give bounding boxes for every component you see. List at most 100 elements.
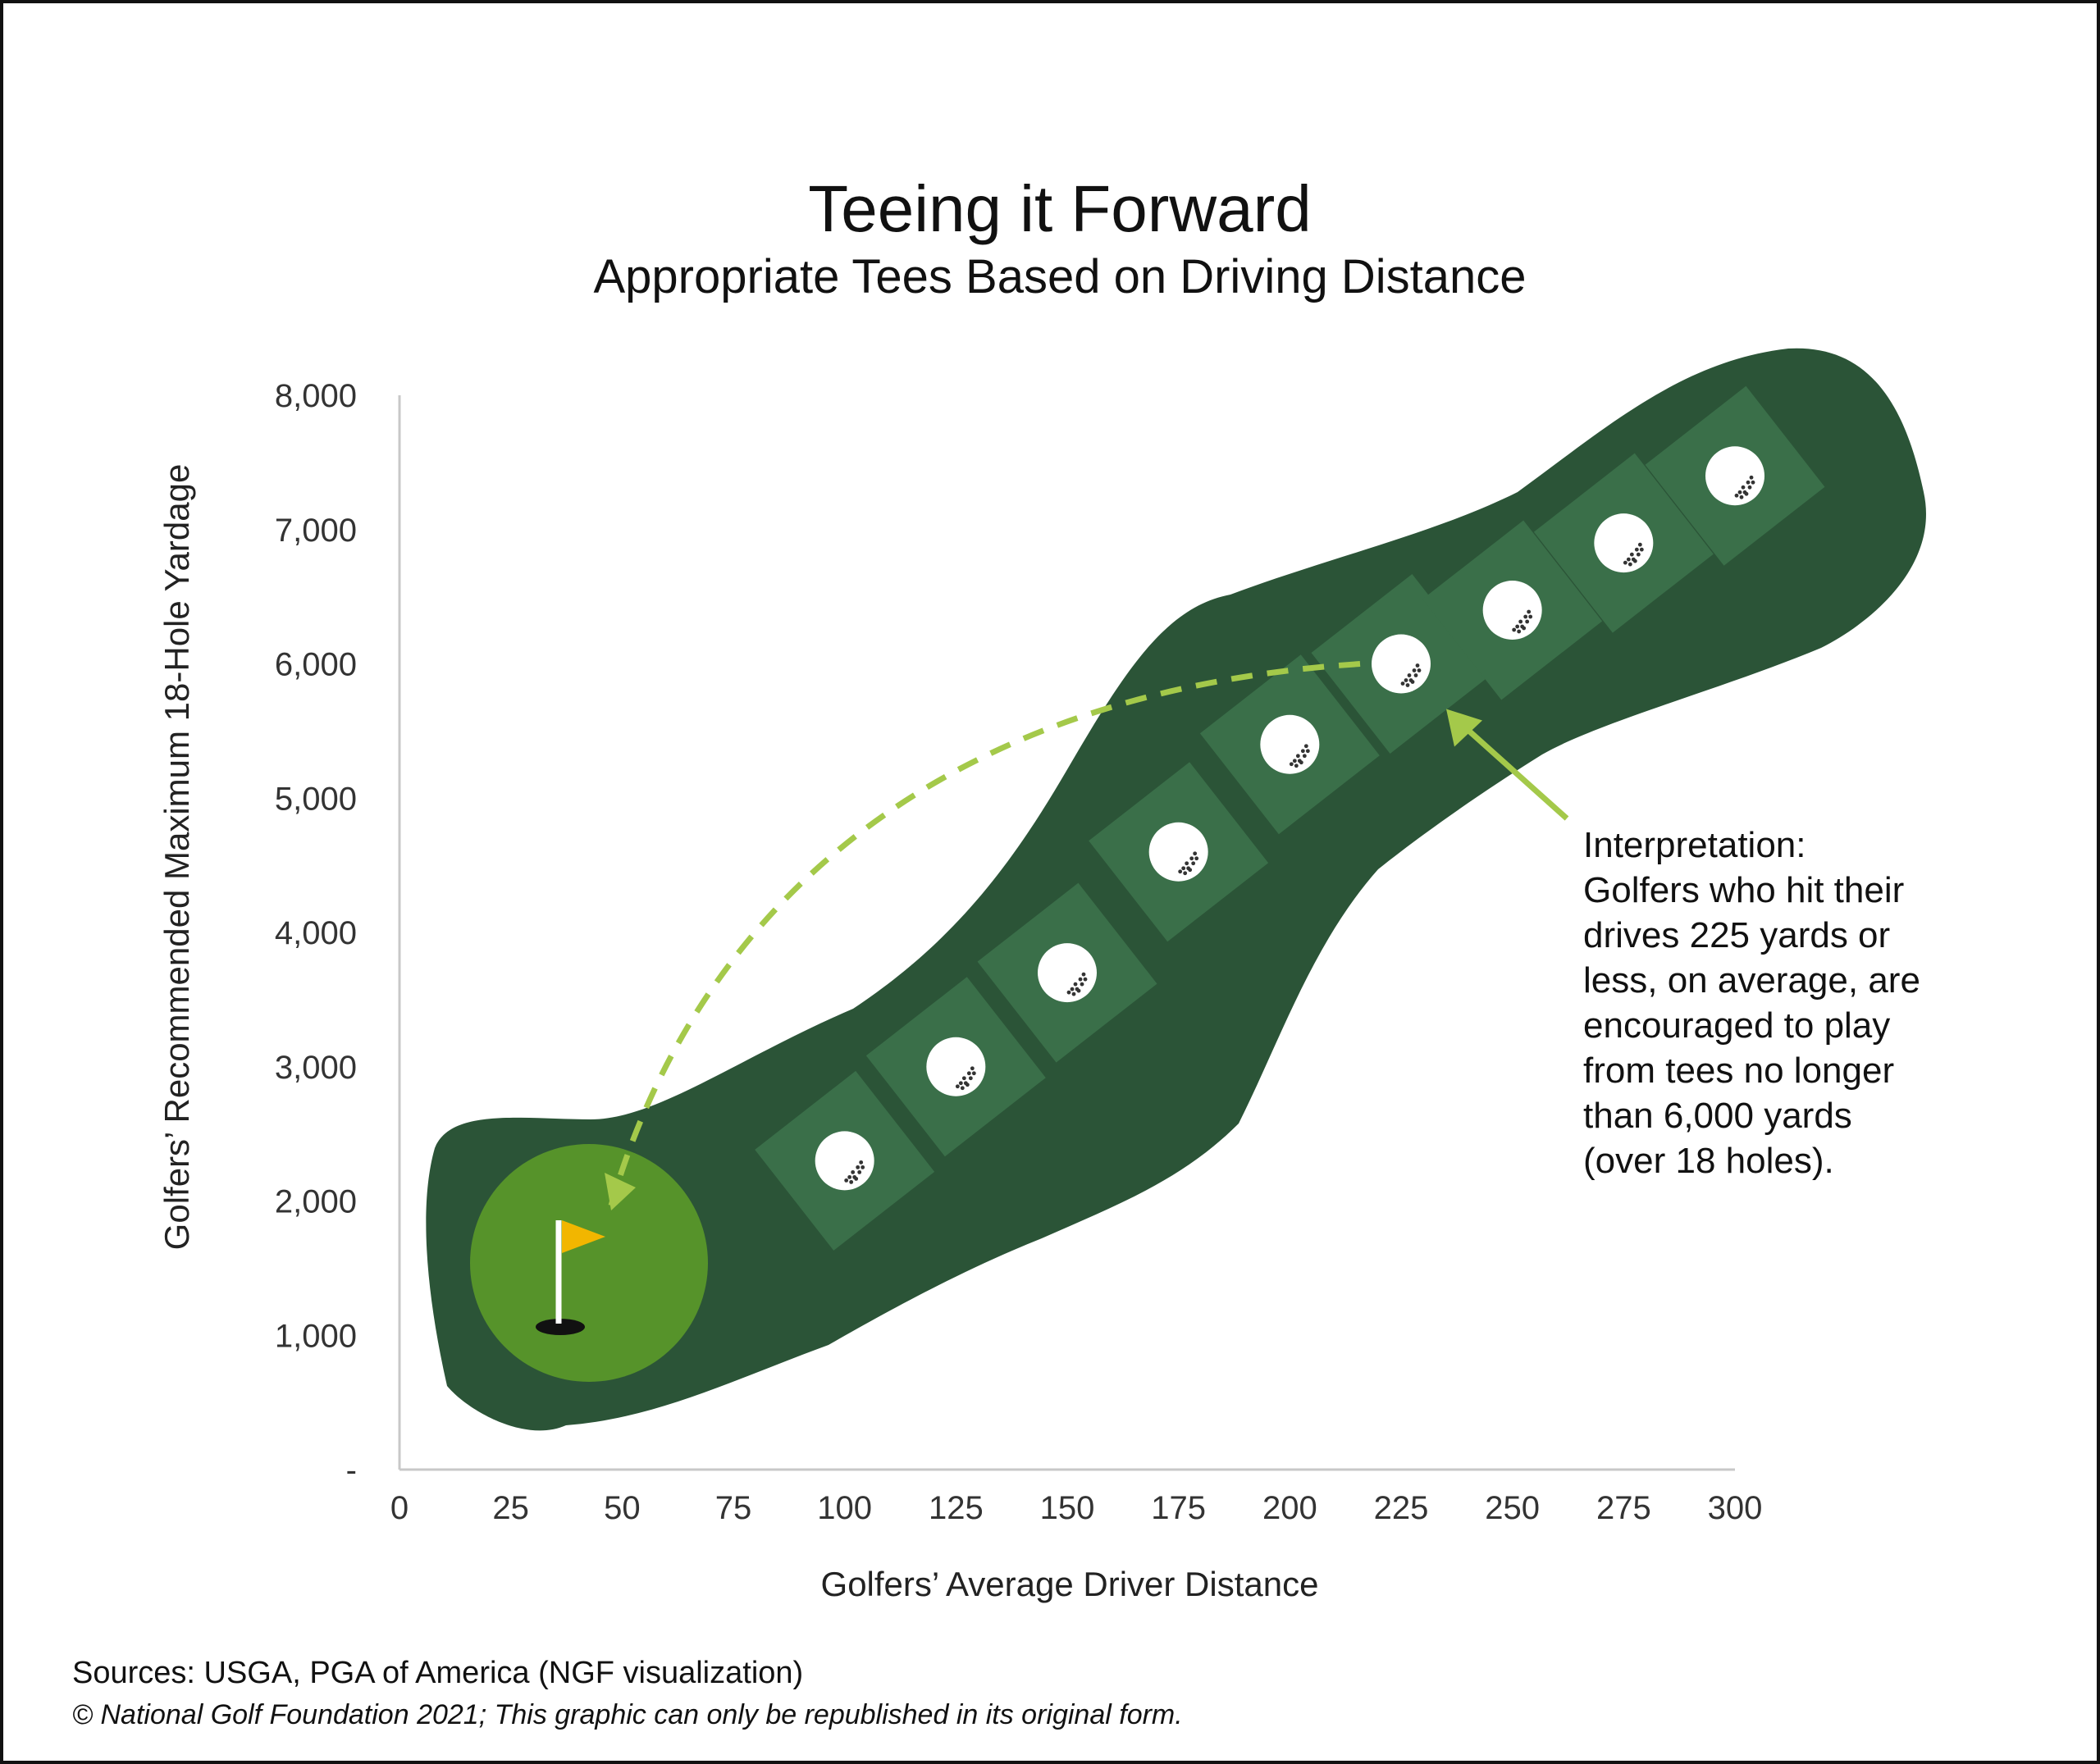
ball-dimple	[1629, 552, 1634, 557]
annotation-text: Interpretation: Golfers who hit their driv…	[1583, 825, 1920, 1181]
annotation-line: less, on average, are	[1583, 960, 1920, 1001]
ball-dimple	[1071, 991, 1076, 996]
ball-dimple	[1628, 562, 1632, 567]
ball-dimple	[961, 1076, 966, 1081]
golf-ball-icon	[815, 1131, 874, 1191]
ball-dimple	[1303, 744, 1308, 749]
ball-dimple	[1193, 851, 1198, 856]
ball-dimple	[1078, 977, 1083, 982]
ball-dimple	[1400, 681, 1405, 686]
chart-subtitle: Appropriate Tees Based on Driving Distan…	[593, 250, 1526, 303]
golf-ball-point	[1148, 822, 1208, 882]
footer-copyright: © National Golf Foundation 2021; This gr…	[72, 1699, 1183, 1730]
ball-dimple	[1512, 627, 1517, 632]
ball-dimple	[1412, 668, 1417, 672]
y-tick-label: 6,000	[275, 647, 357, 683]
ball-dimple	[861, 1165, 865, 1169]
ball-dimple	[1639, 547, 1644, 552]
y-tick-label: 7,000	[275, 513, 357, 549]
x-tick-label: 0	[390, 1490, 409, 1526]
hole-cup	[536, 1319, 585, 1335]
golf-ball-icon	[1594, 513, 1654, 573]
ball-dimple	[1515, 624, 1520, 629]
ball-dimple	[1518, 619, 1523, 624]
flag-icon	[562, 1220, 605, 1253]
annotation-line: Golfers who hit their	[1583, 870, 1904, 910]
ball-dimple	[1073, 982, 1078, 987]
x-tick-label: 25	[492, 1490, 529, 1526]
ball-dimple	[1744, 491, 1749, 496]
dashed-arc-arrowhead	[605, 1173, 636, 1210]
dashed-arc	[608, 661, 1361, 1206]
golf-ball-icon	[1148, 822, 1208, 882]
ball-dimple	[1183, 871, 1188, 876]
ball-dimple	[847, 1174, 852, 1179]
footer-sources: Sources: USGA, PGA of America (NGF visua…	[72, 1656, 803, 1690]
ball-dimple	[859, 1160, 864, 1165]
ball-dimple	[1070, 987, 1075, 991]
ball-dimple	[1289, 762, 1294, 767]
ball-dimple	[851, 1169, 856, 1174]
ball-dimple	[854, 1176, 859, 1181]
ball-dimple	[958, 1081, 963, 1086]
chart-title: Teeing it Forward	[808, 172, 1312, 245]
annotation-arrow-line	[1459, 721, 1569, 821]
annotation-line: from tees no longer	[1583, 1051, 1894, 1091]
y-tick-label: 8,000	[275, 378, 357, 414]
x-tick-label: 200	[1262, 1490, 1317, 1526]
ball-dimple	[1737, 490, 1742, 495]
ball-dimple	[968, 1076, 973, 1081]
ball-dimple	[1415, 663, 1420, 668]
y-tick-label: -	[346, 1452, 357, 1488]
x-axis-label: Golfers’ Average Driver Distance	[821, 1565, 1319, 1603]
ball-dimple	[1522, 626, 1527, 631]
ball-dimple	[1410, 680, 1415, 684]
ball-dimple	[1189, 856, 1194, 861]
ball-dimple	[1417, 668, 1422, 672]
ball-dimple	[857, 1169, 862, 1174]
putting-green	[470, 1144, 708, 1382]
ball-dimple	[1749, 475, 1754, 480]
ball-dimple	[1525, 619, 1530, 624]
x-tick-label: 75	[715, 1490, 752, 1526]
ball-dimple	[1741, 485, 1746, 490]
ball-dimple	[1076, 988, 1081, 993]
ball-dimple	[970, 1066, 975, 1071]
annotation-line: (over 18 holes).	[1583, 1141, 1834, 1181]
ball-dimple	[1528, 614, 1533, 619]
ball-dimple	[1523, 614, 1528, 619]
golf-ball-icon	[926, 1037, 986, 1096]
ball-dimple	[955, 1084, 960, 1089]
golf-ball-icon	[1705, 446, 1764, 506]
annotation-line: drives 225 yards or	[1583, 915, 1890, 955]
ball-dimple	[1626, 557, 1631, 562]
ball-dimple	[1746, 480, 1751, 485]
x-tick-label: 225	[1374, 1490, 1429, 1526]
y-tick-label: 2,000	[275, 1184, 357, 1220]
ball-dimple	[1413, 673, 1418, 677]
x-tick-label: 50	[604, 1490, 641, 1526]
golf-ball-icon	[1482, 581, 1542, 640]
x-tick-label: 250	[1485, 1490, 1540, 1526]
golf-ball-icon	[1038, 943, 1097, 1003]
golf-ball-point	[1372, 634, 1431, 694]
ball-dimple	[1637, 542, 1642, 547]
x-tick-label: 100	[817, 1490, 872, 1526]
ball-dimple	[1292, 759, 1297, 763]
ball-dimple	[1632, 558, 1637, 563]
ball-dimple	[1527, 609, 1532, 614]
annotation-line: than 6,000 yards	[1583, 1096, 1852, 1136]
golf-ball-point	[1260, 714, 1320, 774]
ball-dimple	[1185, 861, 1189, 866]
golf-ball-icon	[1372, 634, 1431, 694]
ball-dimple	[965, 1083, 970, 1087]
golf-ball-point	[1594, 513, 1654, 573]
ball-dimple	[1636, 552, 1641, 557]
ball-dimple	[1739, 495, 1744, 499]
golf-ball-icon	[1260, 714, 1320, 774]
ball-dimple	[1405, 683, 1410, 687]
ball-dimple	[1747, 485, 1752, 490]
ball-dimple	[966, 1071, 971, 1076]
ball-dimple	[856, 1165, 861, 1169]
